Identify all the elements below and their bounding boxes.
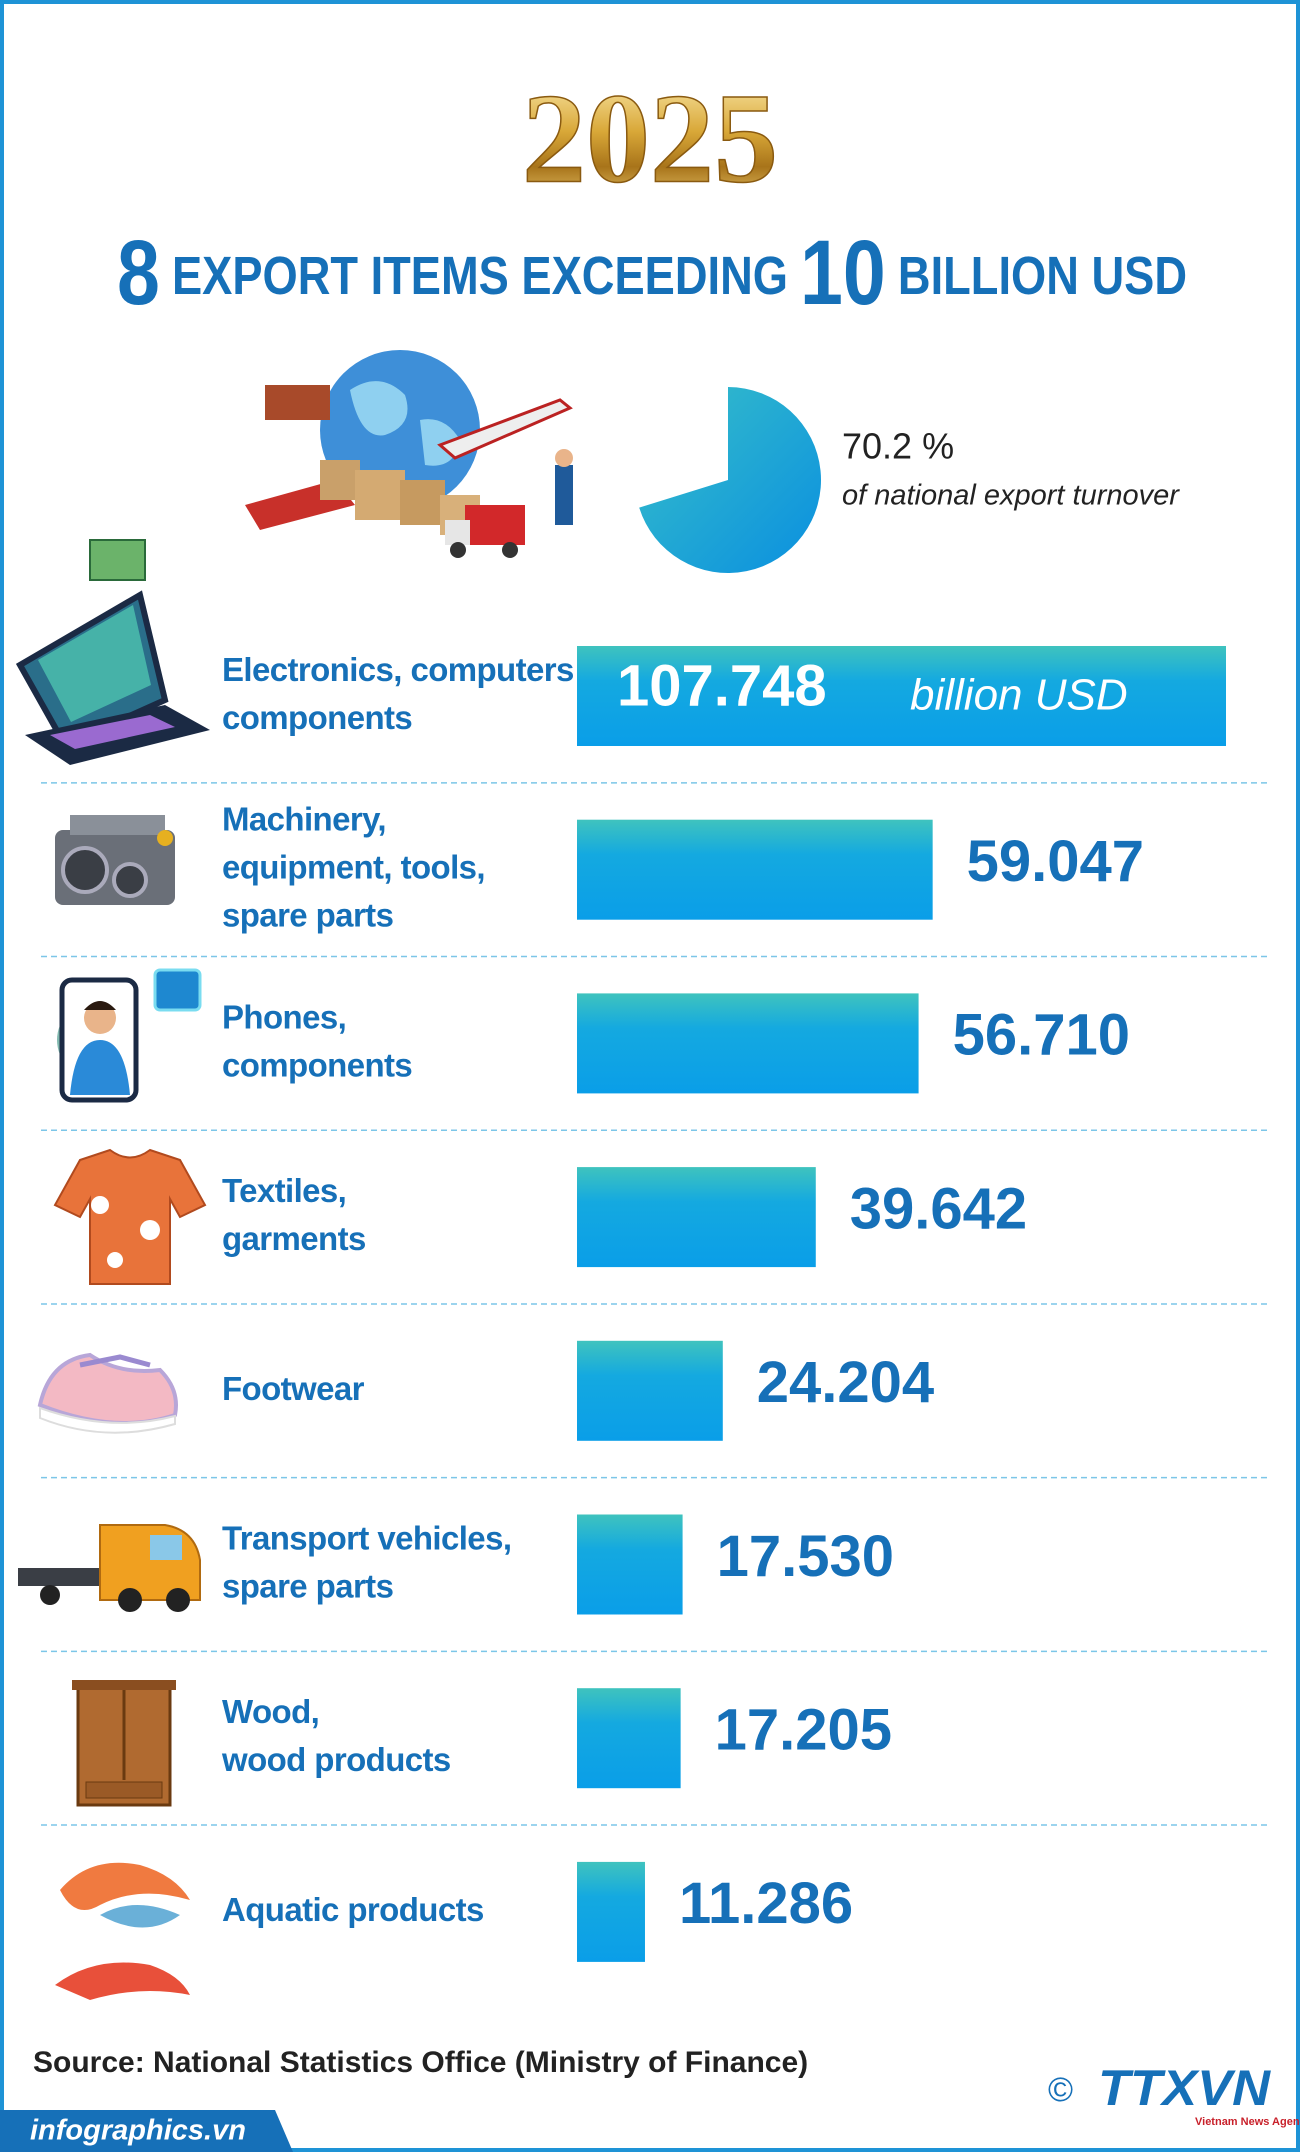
bar — [577, 1167, 816, 1268]
icon-phone — [57, 968, 202, 1103]
category-label: Footwear — [222, 1370, 365, 1407]
category-label: Machinery, equipment, tools, spare parts — [222, 800, 485, 933]
share-label: 70.2 % — [842, 426, 954, 467]
icon-engine — [55, 815, 175, 905]
logo: TTXVN — [1098, 2060, 1271, 2116]
bar — [577, 1340, 723, 1441]
website: infographics.vn — [30, 2115, 246, 2147]
icon-laptop — [15, 539, 210, 765]
title-number: 8 — [117, 222, 160, 324]
category-label: Wood, wood products — [221, 1693, 451, 1778]
bar — [577, 646, 1226, 746]
value-label: 11.286 — [679, 1871, 853, 1936]
title: 8 EXPORT ITEMS EXCEEDING 10 BILLION USD — [117, 222, 1187, 324]
category-label: Textiles, garments — [222, 1172, 366, 1257]
bar-rows: Electronics, computers components 107.748 b… — [41, 646, 1270, 1962]
value-label: 56.710 — [953, 1003, 1130, 1068]
source: Source: National Statistics Office (Mini… — [33, 2046, 808, 2079]
globe-illustration — [245, 350, 573, 558]
value-label: 24.204 — [757, 1350, 934, 1415]
category-label: Aquatic products — [222, 1891, 484, 1928]
category-label: Phones, components — [222, 998, 412, 1083]
share-caption: of national export turnover — [842, 480, 1180, 512]
pie-slice — [639, 387, 821, 573]
value-label: 39.642 — [850, 1176, 1027, 1241]
pie-chart — [639, 387, 821, 573]
icon-wardrobe — [72, 1680, 176, 1807]
copyright: © — [1048, 2071, 1073, 2109]
footer-banner — [0, 2110, 293, 2152]
bar — [577, 1688, 681, 1789]
value-label: 17.530 — [717, 1524, 894, 1589]
icon-shoes — [37, 1352, 178, 1434]
logo-subtitle: Vietnam News Agency — [1195, 2116, 1300, 2128]
icon-truck — [18, 1524, 201, 1612]
value-label: 59.047 — [967, 829, 1144, 894]
unit-label: billion USD — [910, 671, 1128, 720]
icon-seafood — [55, 1862, 190, 2000]
title-text: EXPORT ITEMS EXCEEDING — [172, 246, 788, 306]
value-label: 107.748 — [617, 653, 827, 718]
icon-shirt — [53, 1148, 207, 1285]
bar — [577, 1514, 683, 1615]
title-text: BILLION USD — [898, 246, 1187, 306]
value-label: 17.205 — [715, 1698, 892, 1763]
bar — [577, 819, 933, 920]
category-label: Transport vehicles, spare parts — [222, 1519, 511, 1604]
bar — [577, 1861, 645, 1962]
category-label: Electronics, computers components — [222, 651, 574, 736]
year: 2025 — [522, 67, 778, 209]
title-number: 10 — [800, 222, 886, 324]
bar — [577, 993, 919, 1094]
